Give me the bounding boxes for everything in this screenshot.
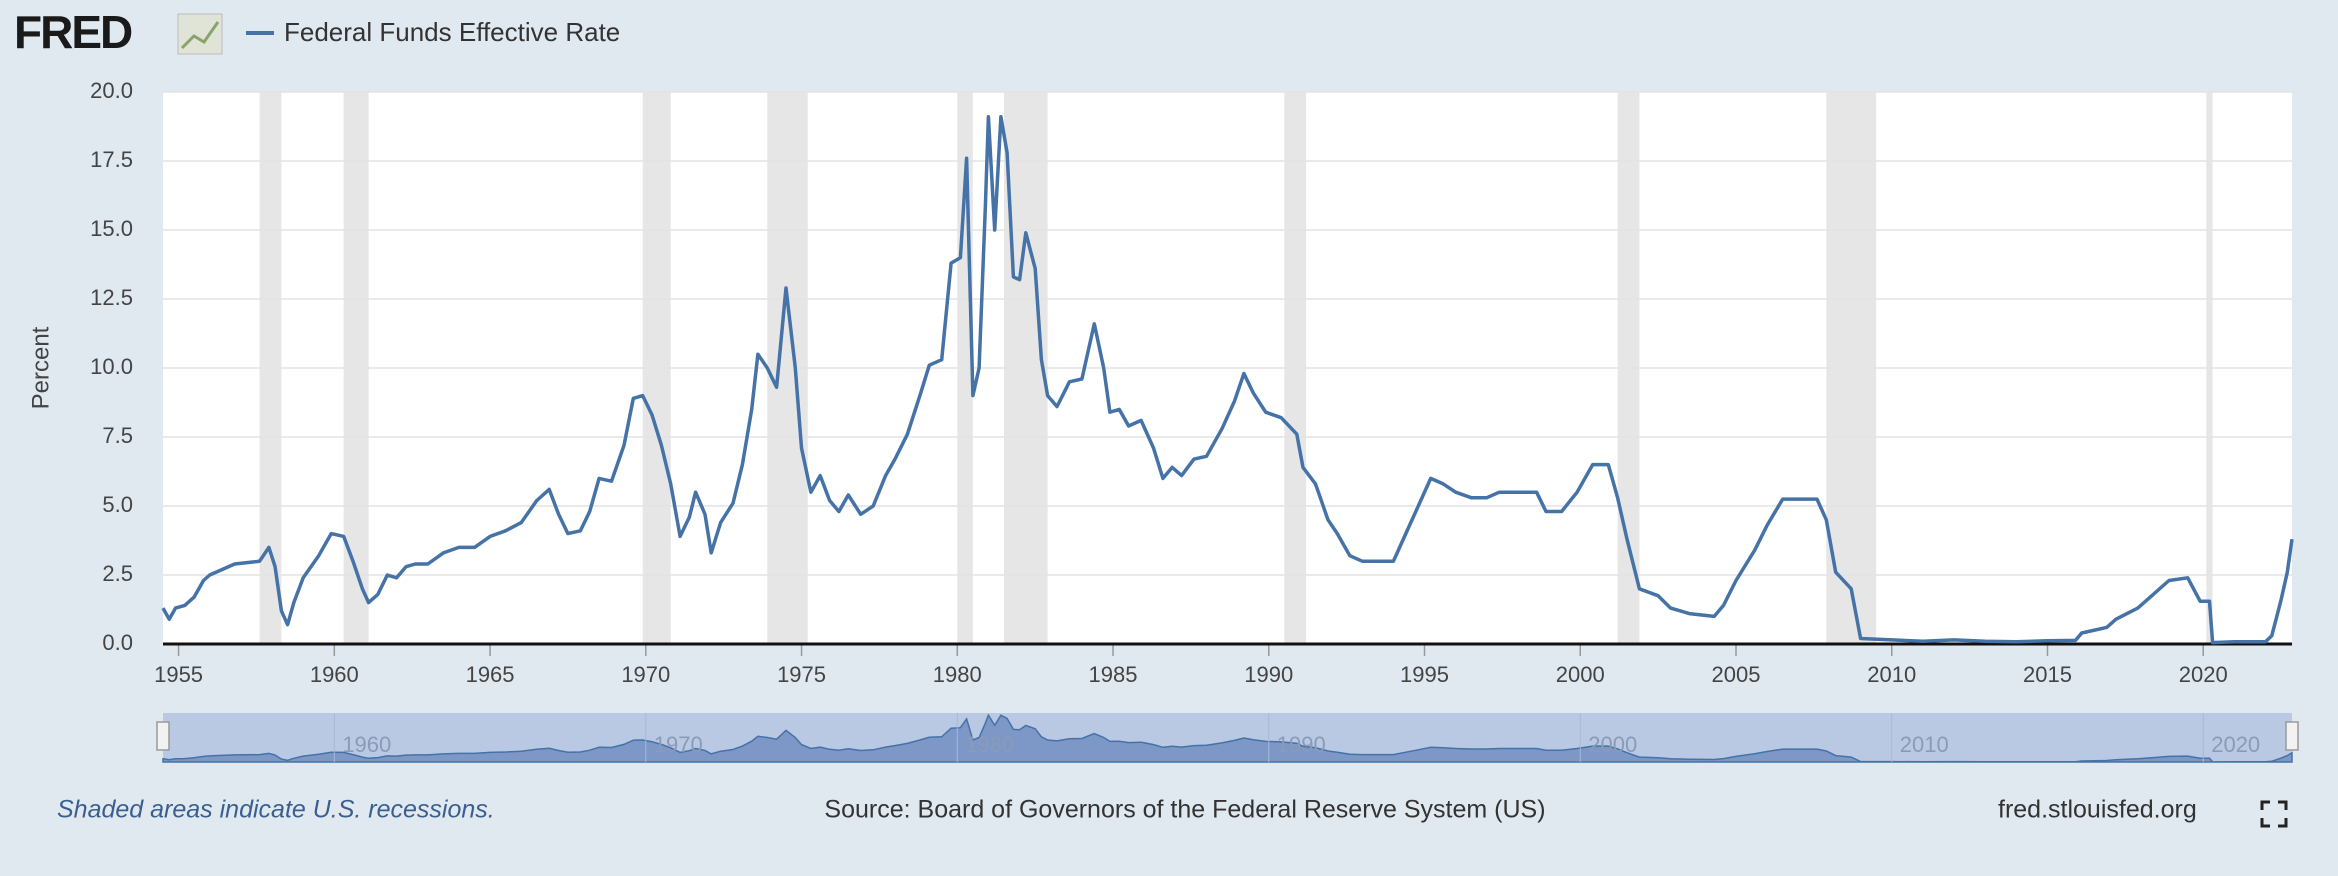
navigator-label: 2020 [2211, 732, 2260, 757]
y-tick-label: 15.0 [90, 216, 133, 241]
x-tick-label: 1995 [1400, 662, 1449, 687]
y-tick-label: 5.0 [102, 492, 133, 517]
y-tick-label: 12.5 [90, 285, 133, 310]
y-tick-label: 17.5 [90, 147, 133, 172]
x-tick-label: 1990 [1244, 662, 1293, 687]
x-tick-label: 1955 [154, 662, 203, 687]
navigator-label: 2000 [1588, 732, 1637, 757]
logo-icon [177, 13, 223, 55]
y-tick-label: 10.0 [90, 354, 133, 379]
navigator-area [162, 713, 2293, 763]
legend-label: Federal Funds Effective Rate [284, 17, 620, 47]
x-tick-label: 2015 [2023, 662, 2072, 687]
x-tick-label: 2010 [1867, 662, 1916, 687]
recession-note: Shaded areas indicate U.S. recessions. [57, 796, 495, 824]
navigator-label: 2010 [1900, 732, 1949, 757]
x-tick-label: 1985 [1089, 662, 1138, 687]
x-tick-label: 2005 [1712, 662, 1761, 687]
navigator-label: 1990 [1277, 732, 1326, 757]
x-tick-label: 2000 [1556, 662, 1605, 687]
y-tick-label: 7.5 [102, 423, 133, 448]
series-line [161, 115, 2294, 645]
navigator-label: 1960 [342, 732, 391, 757]
y-tick-label: 0.0 [102, 630, 133, 655]
source: Source: Board of Governors of the Federa… [824, 796, 1545, 824]
site-link[interactable]: fred.stlouisfed.org [1998, 796, 2197, 824]
x-tick-label: 1960 [310, 662, 359, 687]
navigator-handle[interactable] [156, 721, 170, 751]
navigator-handle[interactable] [2285, 721, 2299, 751]
x-tick-label: 1975 [777, 662, 826, 687]
x-tick-label: 2020 [2179, 662, 2228, 687]
y-tick-label: 2.5 [102, 561, 133, 586]
x-tick-label: 1980 [933, 662, 982, 687]
logo[interactable]: FRED [14, 6, 134, 58]
y-tick-label: 20.0 [90, 78, 133, 103]
x-tick-label: 1965 [466, 662, 515, 687]
fullscreen-button[interactable] [2260, 800, 2288, 828]
x-tick-label: 1970 [621, 662, 670, 687]
y-axis-label: Percent [27, 326, 54, 409]
navigator-label: 1970 [654, 732, 703, 757]
navigator-label: 1980 [965, 732, 1014, 757]
